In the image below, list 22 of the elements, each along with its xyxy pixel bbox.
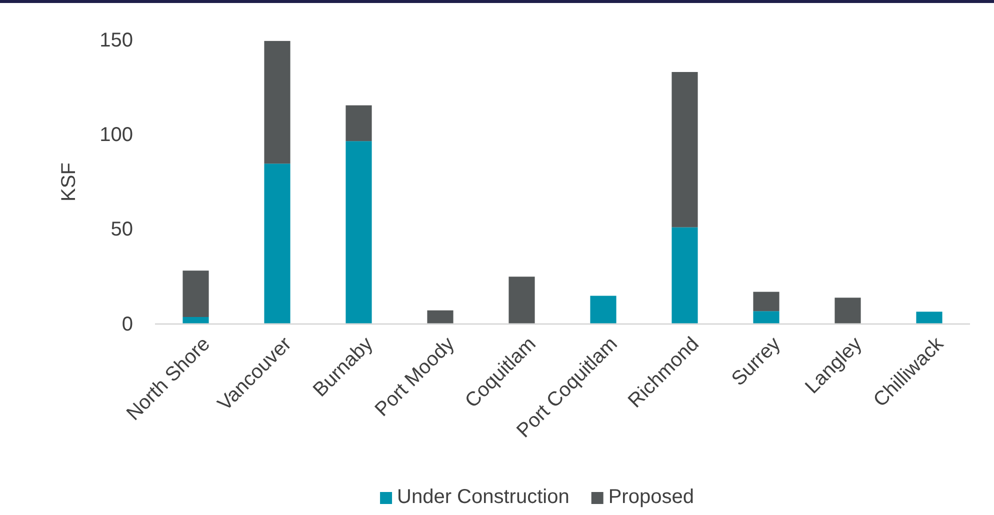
bar [346, 141, 372, 324]
bar [264, 40, 290, 164]
bar [508, 276, 535, 324]
y-axis-title: KSF [58, 162, 80, 202]
legend-label: Under Construction [397, 486, 570, 508]
bar [916, 312, 942, 324]
y-tick-label: 50 [110, 218, 133, 241]
bar [427, 310, 454, 324]
y-tick-label: 150 [100, 29, 133, 52]
bar [590, 296, 616, 324]
bar [672, 227, 698, 324]
y-tick-label: 100 [100, 124, 133, 146]
legend-label: Proposed [608, 486, 694, 508]
bar [182, 270, 209, 317]
y-tick-label: 0 [122, 313, 133, 336]
bar [753, 292, 780, 312]
bar [346, 105, 372, 142]
bar [753, 311, 780, 324]
bar [182, 316, 209, 324]
bar [834, 298, 861, 324]
bar [264, 164, 290, 324]
bar [672, 72, 698, 228]
